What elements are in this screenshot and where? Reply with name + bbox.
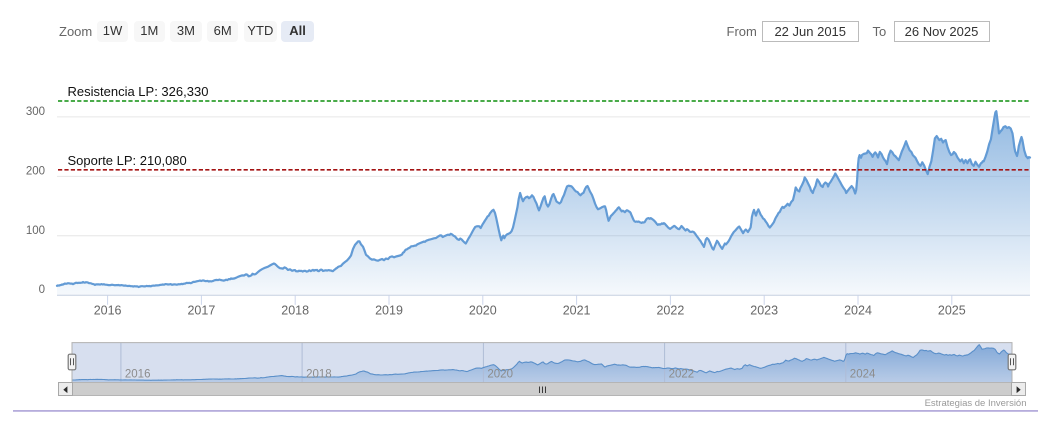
svg-text:0: 0: [39, 284, 45, 296]
svg-text:2018: 2018: [306, 369, 332, 381]
svg-text:2016: 2016: [94, 304, 122, 318]
svg-text:2022: 2022: [656, 304, 684, 318]
svg-text:200: 200: [26, 165, 45, 177]
svg-text:2020: 2020: [469, 304, 497, 318]
svg-text:Resistencia LP: 326,330: Resistencia LP: 326,330: [68, 84, 209, 99]
svg-text:2023: 2023: [750, 304, 778, 318]
svg-text:2019: 2019: [375, 304, 403, 318]
svg-text:100: 100: [26, 225, 45, 237]
svg-text:2024: 2024: [850, 369, 876, 381]
svg-text:2022: 2022: [669, 369, 695, 381]
svg-text:2017: 2017: [187, 304, 215, 318]
svg-text:2020: 2020: [487, 369, 513, 381]
svg-text:300: 300: [26, 106, 45, 118]
svg-text:2025: 2025: [938, 304, 966, 318]
svg-text:2016: 2016: [125, 369, 151, 381]
svg-text:2021: 2021: [563, 304, 591, 318]
svg-text:2018: 2018: [281, 304, 309, 318]
svg-text:2024: 2024: [844, 304, 872, 318]
svg-text:Estrategias de Inversión: Estrategias de Inversión: [925, 398, 1027, 409]
svg-text:Soporte LP: 210,080: Soporte LP: 210,080: [68, 153, 187, 168]
